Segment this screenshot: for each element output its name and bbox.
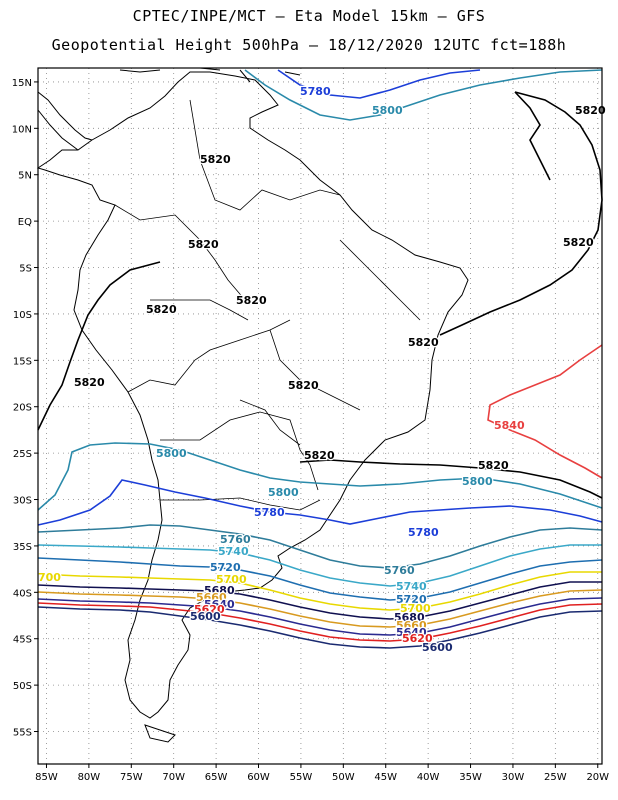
contour-label-5800: 5800 <box>372 104 403 117</box>
lat-label: EQ <box>18 217 32 228</box>
contour-label-5620: 5620 <box>402 632 433 645</box>
lon-label: 60W <box>247 772 270 783</box>
contour-label-5820: 5820 <box>575 104 606 117</box>
south-america-coastline <box>36 71 469 719</box>
contour-label-5840: 5840 <box>494 419 525 432</box>
lat-label: 5N <box>18 171 32 182</box>
lat-label: 15S <box>13 356 32 367</box>
lon-label: 50W <box>332 772 355 783</box>
contour-5820-south <box>299 459 603 499</box>
lon-label: 35W <box>459 772 482 783</box>
contour-5760 <box>37 524 603 569</box>
contour-5640 <box>37 597 603 636</box>
contour-label-5820: 5820 <box>478 459 509 472</box>
contour-label-5780: 5780 <box>300 85 331 98</box>
grid-lines <box>38 68 602 764</box>
contour-5780-south <box>37 479 603 526</box>
contour-label-5680: 5680 <box>204 584 235 597</box>
lon-label: 45W <box>374 772 397 783</box>
lon-label: 85W <box>35 772 58 783</box>
contour-label-5660: 5660 <box>396 619 427 632</box>
contour-label-5640: 5640 <box>204 598 235 611</box>
contour-5820-west <box>37 261 161 431</box>
central-america-coastline <box>37 91 93 151</box>
lat-label: 50S <box>13 681 32 692</box>
contour-5680 <box>37 581 602 620</box>
contour-labels: 5780 5800 5820 5820 5820 5820 5820 5820 … <box>37 84 607 656</box>
contour-label-5620: 5620 <box>194 603 225 616</box>
lat-label: 30S <box>13 496 32 507</box>
map-subtitle: Geopotential Height 500hPa – 18/12/2020 … <box>51 36 567 54</box>
contour-label-5700: 5700 <box>216 573 247 586</box>
contour-label-5640: 5640 <box>396 626 427 639</box>
contour-label-5740: 5740 <box>396 580 427 593</box>
contour-label-5800: 5800 <box>462 475 493 488</box>
contour-5740 <box>37 544 602 587</box>
contour-label-5660: 5660 <box>196 591 227 604</box>
lon-label: 80W <box>78 772 101 783</box>
lon-label: 75W <box>120 772 143 783</box>
lat-label: 25S <box>13 449 32 460</box>
contour-label-5820: 5820 <box>146 303 177 316</box>
map-frame <box>37 67 603 765</box>
lon-label: 55W <box>290 772 313 783</box>
lat-label: 20S <box>13 403 32 414</box>
contour-5800-south <box>37 442 603 511</box>
contour-label-5780: 5780 <box>408 526 439 539</box>
lon-label: 25W <box>544 772 567 783</box>
contour-label-700: 700 <box>38 571 61 584</box>
contour-label-5680: 5680 <box>394 611 425 624</box>
map-title: CPTEC/INPE/MCT – Eta Model 15km – GFS <box>132 7 486 25</box>
country-borders <box>114 99 421 511</box>
contour-label-5820: 5820 <box>200 153 231 166</box>
contour-label-5700: 5700 <box>400 602 431 615</box>
contour-5660 <box>37 589 603 628</box>
contour-label-5760: 5760 <box>384 564 415 577</box>
contour-lines <box>37 69 603 649</box>
contour-5840 <box>487 344 603 479</box>
contour-label-5820: 5820 <box>188 238 219 251</box>
contour-label-5600: 5600 <box>190 610 221 623</box>
contour-5700 <box>37 571 602 611</box>
contour-5820-northeast-loop <box>514 91 551 181</box>
contour-label-5820: 5820 <box>288 379 319 392</box>
contour-label-5600: 5600 <box>422 641 453 654</box>
contour-label-5720: 5720 <box>396 593 427 606</box>
lon-label: 30W <box>502 772 525 783</box>
contour-5720 <box>37 557 603 601</box>
contour-label-5820: 5820 <box>408 336 439 349</box>
contour-label-5800: 5800 <box>268 486 299 499</box>
contour-label-5760: 5760 <box>220 533 251 546</box>
lat-label: 15N <box>12 78 32 89</box>
map-axes: 15N 10N 5N EQ 5S 10S 15S 20S 25S 30S 35S 40S 45S 50S 5… <box>12 78 609 783</box>
contour-label-5820: 5820 <box>563 236 594 249</box>
lat-label: 10S <box>13 310 32 321</box>
contour-5820-north <box>439 91 603 336</box>
lat-label: 35S <box>13 542 32 553</box>
coastlines <box>36 67 469 743</box>
lat-label: 5S <box>19 264 32 275</box>
contour-label-5820: 5820 <box>74 376 105 389</box>
contour-5800-north <box>244 69 603 121</box>
lon-label: 65W <box>205 772 228 783</box>
contour-label-5720: 5720 <box>210 561 241 574</box>
contour-label-5780: 5780 <box>254 506 285 519</box>
contour-5780-north <box>277 69 481 99</box>
contour-label-5800: 5800 <box>156 447 187 460</box>
contour-5620 <box>37 602 603 642</box>
lon-label: 20W <box>586 772 609 783</box>
contour-5600 <box>37 606 603 649</box>
contour-label-5820: 5820 <box>304 449 335 462</box>
lon-label: 70W <box>162 772 185 783</box>
tierra-del-fuego <box>144 724 176 743</box>
lat-label: 10N <box>12 124 32 135</box>
lat-label: 40S <box>13 588 32 599</box>
lat-label: 45S <box>13 635 32 646</box>
contour-label-5820: 5820 <box>236 294 267 307</box>
caribbean-islands <box>119 67 301 83</box>
lat-label: 55S <box>13 728 32 739</box>
lon-label: 40W <box>417 772 440 783</box>
contour-label-5740: 5740 <box>218 545 249 558</box>
